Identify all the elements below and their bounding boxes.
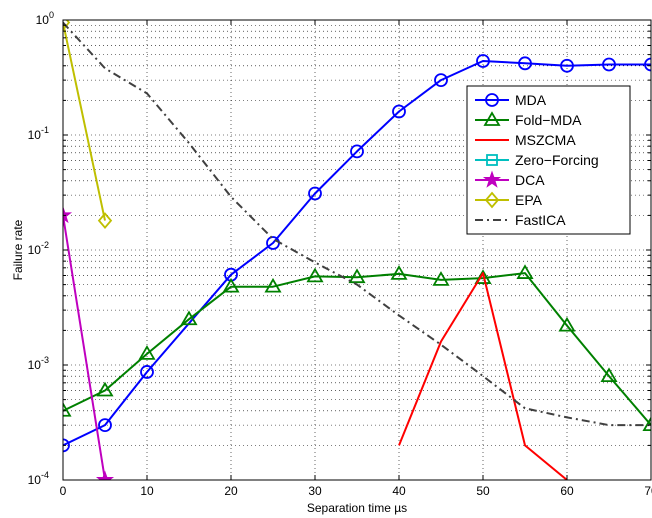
series-line-epa bbox=[63, 22, 106, 221]
data-point-mda bbox=[644, 57, 651, 72]
x-tick-label: 0 bbox=[60, 484, 67, 498]
series-fold-mda bbox=[63, 264, 651, 432]
legend-label-epa: EPA bbox=[515, 192, 543, 208]
legend-box bbox=[466, 85, 631, 235]
y-tick-label: 100 bbox=[36, 10, 54, 27]
data-point-mda bbox=[350, 144, 364, 159]
legend-marker-zero-forcing bbox=[486, 154, 498, 166]
data-point-fold-mda bbox=[222, 277, 240, 293]
x-tick-labels: 0 10 20 30 40 50 60 70 bbox=[60, 484, 652, 498]
legend-marker-dca bbox=[482, 170, 502, 188]
x-tick-label: 30 bbox=[308, 484, 322, 498]
series-fastica bbox=[63, 21, 651, 427]
data-point-mda bbox=[392, 104, 406, 119]
data-point-dca bbox=[95, 470, 115, 480]
y-tick-label: 10-4 bbox=[28, 470, 49, 487]
data-point-mda bbox=[98, 418, 112, 433]
data-point-mda bbox=[434, 73, 448, 88]
data-point-mda bbox=[560, 58, 574, 73]
data-point-fold-mda bbox=[516, 264, 534, 279]
data-point-fold-mda bbox=[432, 271, 450, 286]
data-point-fold-mda bbox=[264, 277, 282, 293]
legend-marker-epa bbox=[484, 191, 500, 209]
y-tick-label: 10-1 bbox=[28, 125, 49, 142]
data-point-mda bbox=[602, 57, 616, 72]
series-line-fold-mda bbox=[63, 272, 651, 426]
x-tick-label: 60 bbox=[560, 484, 574, 498]
series-layer bbox=[63, 20, 651, 480]
legend-label-mszcma: MSZCMA bbox=[515, 132, 576, 148]
series-line-dca bbox=[63, 215, 106, 480]
series-line-fastica bbox=[63, 21, 651, 427]
data-point-mda bbox=[63, 438, 70, 453]
data-point-fold-mda bbox=[306, 267, 324, 283]
x-tick-label: 50 bbox=[476, 484, 490, 498]
legend-label-mda: MDA bbox=[515, 92, 547, 108]
tick-marks bbox=[62, 20, 652, 481]
legend-marker-fold-mda bbox=[483, 111, 501, 126]
legend-label-fold-mda: Fold−MDA bbox=[515, 112, 582, 128]
data-point-fold-mda bbox=[96, 381, 114, 397]
data-point-fold-mda bbox=[180, 310, 198, 326]
legend-marker-mda bbox=[485, 93, 499, 107]
y-tick-labels: 10-4 10-3 10-2 10-1 100 bbox=[28, 10, 54, 487]
x-axis-label: Separation time µs bbox=[307, 501, 407, 515]
y-axis-label: Failure rate bbox=[11, 219, 25, 280]
data-point-epa bbox=[97, 212, 113, 230]
data-point-dca bbox=[63, 205, 73, 224]
legend-label-dca: DCA bbox=[515, 172, 545, 188]
data-point-mda bbox=[476, 54, 490, 68]
data-point-fold-mda bbox=[348, 268, 366, 284]
data-point-fold-mda bbox=[138, 345, 156, 360]
x-tick-label: 40 bbox=[392, 484, 406, 498]
data-point-fold-mda bbox=[63, 401, 72, 417]
series-mda bbox=[63, 54, 651, 453]
series-line-mszcma bbox=[398, 272, 568, 480]
x-tick-label: 70 bbox=[644, 484, 652, 498]
y-tick-label: 10-2 bbox=[28, 240, 49, 257]
legend-label-zero-forcing: Zero−Forcing bbox=[515, 152, 599, 168]
data-point-mda bbox=[308, 186, 322, 201]
legend: MDA Fold−MDA MSZCMA Zero−Forcing DCA EPA FastI… bbox=[466, 85, 631, 235]
data-point-fold-mda bbox=[600, 367, 618, 383]
data-point-mda bbox=[140, 365, 154, 379]
data-point-fold-mda bbox=[390, 265, 408, 280]
series-mszcma bbox=[398, 272, 568, 480]
series-line-mda bbox=[63, 60, 651, 447]
series-dca bbox=[63, 205, 115, 480]
x-tick-label: 20 bbox=[224, 484, 238, 498]
x-tick-label: 10 bbox=[140, 484, 154, 498]
data-point-fold-mda bbox=[558, 316, 576, 332]
legend-label-fastica: FastICA bbox=[515, 212, 566, 228]
y-tick-label: 10-3 bbox=[28, 355, 49, 372]
data-point-mda bbox=[518, 56, 532, 71]
